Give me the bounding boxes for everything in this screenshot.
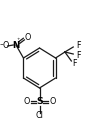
Text: S: S <box>36 97 43 107</box>
Text: N: N <box>12 41 20 49</box>
Text: Cl: Cl <box>36 110 43 120</box>
Text: O: O <box>3 42 9 50</box>
Text: O: O <box>49 97 56 107</box>
Text: O: O <box>23 97 30 107</box>
Text: F: F <box>76 42 80 50</box>
Text: O: O <box>25 33 31 43</box>
Text: F: F <box>72 60 77 68</box>
Text: $^{-}$: $^{-}$ <box>0 42 5 48</box>
Text: F: F <box>76 50 80 60</box>
Text: $^{+}$: $^{+}$ <box>16 37 21 43</box>
